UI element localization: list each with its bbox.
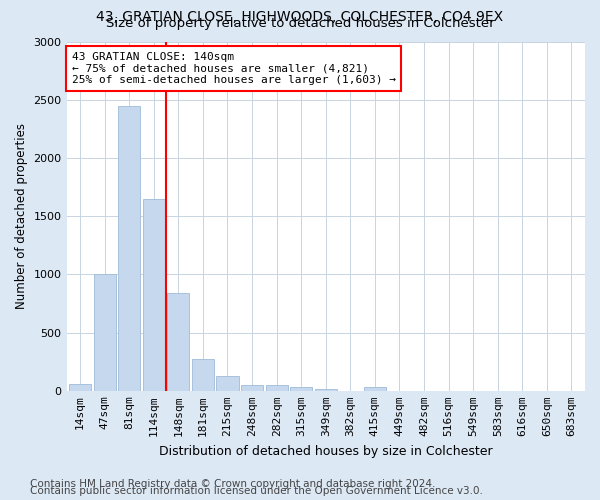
Bar: [69, 384, 91, 391]
Bar: [241, 385, 263, 391]
Text: Contains HM Land Registry data © Crown copyright and database right 2024.: Contains HM Land Registry data © Crown c…: [30, 479, 436, 489]
Bar: [266, 385, 287, 391]
Text: 43 GRATIAN CLOSE: 140sqm
← 75% of detached houses are smaller (4,821)
25% of sem: 43 GRATIAN CLOSE: 140sqm ← 75% of detach…: [72, 52, 396, 85]
X-axis label: Distribution of detached houses by size in Colchester: Distribution of detached houses by size …: [159, 444, 493, 458]
Bar: [315, 389, 337, 391]
Text: Contains public sector information licensed under the Open Government Licence v3: Contains public sector information licen…: [30, 486, 483, 496]
Bar: [143, 198, 165, 391]
Bar: [290, 388, 312, 391]
Y-axis label: Number of detached properties: Number of detached properties: [15, 123, 28, 309]
Bar: [192, 360, 214, 391]
Text: Size of property relative to detached houses in Colchester: Size of property relative to detached ho…: [106, 18, 494, 30]
Bar: [167, 293, 190, 391]
Bar: [118, 106, 140, 391]
Bar: [94, 274, 116, 391]
Text: 43, GRATIAN CLOSE, HIGHWOODS, COLCHESTER, CO4 9EX: 43, GRATIAN CLOSE, HIGHWOODS, COLCHESTER…: [97, 10, 503, 24]
Bar: [364, 388, 386, 391]
Bar: [217, 376, 239, 391]
